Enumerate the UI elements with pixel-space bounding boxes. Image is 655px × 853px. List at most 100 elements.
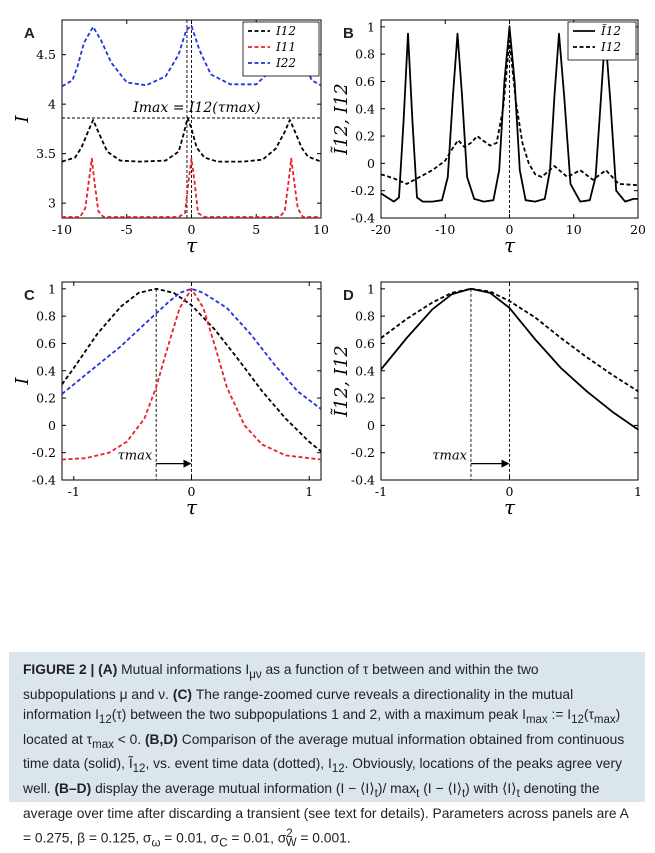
y-tick-label: -0.4: [32, 473, 56, 488]
y-tick-label: 0.8: [355, 47, 375, 62]
caption-text: (I − ⟨I⟩: [419, 781, 462, 796]
series-group: [381, 25, 638, 203]
caption-text: = 0.01, σ: [160, 830, 220, 846]
caption-sub: t: [374, 787, 378, 800]
x-axis-label: τ: [504, 495, 516, 519]
caption-text: The range-zoomed curve reveals a directi…: [23, 686, 574, 722]
y-tick-label: 4: [48, 97, 56, 112]
series-line: [381, 287, 638, 392]
series-group: [381, 287, 638, 431]
caption-ref-c: (C): [172, 686, 193, 702]
x-tick-label: -10: [52, 222, 72, 237]
x-tick-label: -10: [435, 222, 455, 237]
series-line: [62, 157, 321, 218]
caption-text: ) located at τ: [23, 706, 621, 747]
imax-annotation: Imax = I12(τmax): [132, 100, 260, 116]
y-tick-label: 0.8: [36, 309, 56, 324]
caption-text: (τ) between the two subpopulations 1 and…: [111, 706, 526, 722]
legend-label: I12: [275, 24, 296, 38]
caption-sub: 12: [571, 713, 584, 726]
caption-sub: μν: [249, 668, 262, 681]
caption-text: Mutual informations I: [117, 662, 250, 677]
x-tick-label: 10: [313, 222, 329, 237]
series-line: [381, 287, 638, 431]
caption-text: display the average mutual information (…: [91, 781, 375, 796]
y-tick-label: 0.6: [355, 74, 375, 89]
legend-label: I11: [275, 40, 296, 54]
caption-sub: t: [416, 787, 420, 800]
y-tick-label: -0.2: [32, 445, 56, 460]
series-line: [381, 25, 638, 203]
y-tick-label: 3.5: [36, 146, 56, 161]
caption-sub: t: [516, 787, 520, 800]
y-tick-label: 1: [367, 281, 375, 296]
y-tick-label: 0.6: [355, 336, 375, 351]
x-tick-label: 1: [634, 484, 642, 499]
arrow-head-icon: [501, 459, 510, 468]
legend-label: Ĩ12: [600, 23, 621, 38]
panel-a: A -10 -5 0 5 10 3 3.5 4 4.5 τ I Imax = I12(τmax) I12 I…: [12, 19, 329, 257]
figure-caption-box: FIGURE 2 | (A) Mutual informations Iμν a…: [9, 652, 645, 849]
y-tick-label: -0.4: [351, 473, 375, 488]
y-tick-label: 0.2: [355, 391, 375, 406]
caption-sub: W: [285, 837, 297, 850]
series-line: [381, 39, 638, 187]
y-tick-label: -0.2: [351, 183, 375, 198]
y-tick-label: 0.2: [355, 129, 375, 144]
x-axis-label: τ: [504, 233, 516, 257]
x-axis-label: τ: [186, 495, 198, 519]
y-tick-label: 0: [367, 418, 375, 433]
x-axis-label: τ: [186, 233, 198, 257]
x-tick-label: 1: [305, 484, 313, 499]
panel-label: D: [343, 287, 354, 304]
caption-ref-b-d: (B–D): [54, 781, 92, 796]
caption-ref-a: (A): [98, 662, 118, 677]
tau-max-label: τmax: [432, 449, 467, 464]
y-tick-label: 1: [48, 281, 56, 296]
x-tick-label: 20: [630, 222, 646, 237]
x-tick-label: 5: [252, 222, 260, 237]
caption-figure-label: FIGURE 2 |: [23, 662, 95, 677]
y-tick-label: 0.2: [36, 391, 56, 406]
panel-d: D -1 0 1 -0.4 -0.2 0 0.2 0.4 0.6 0.8 1 τ Ĩ12, I12 τmax: [330, 281, 642, 519]
caption-sub: 12: [331, 763, 345, 775]
panel-label: C: [24, 287, 35, 304]
caption-text: := I: [547, 706, 572, 722]
caption-text: Comparison of the average mutual informa…: [23, 731, 625, 772]
caption-sub: max: [593, 713, 616, 726]
y-tick-label: 1: [367, 19, 375, 34]
y-tick-label: -0.2: [351, 445, 375, 460]
figure-caption: FIGURE 2 | (A) Mutual informations Iμν a…: [23, 660, 635, 853]
series-line: [62, 287, 321, 461]
y-axis-label: I: [12, 115, 33, 124]
series-line: [62, 117, 321, 163]
caption-sub: C: [219, 837, 228, 850]
x-tick-label: 0: [506, 484, 514, 499]
y-tick-label: 0.4: [355, 101, 375, 116]
caption-text: . Obviously, locations of the peaks agre…: [23, 756, 622, 796]
caption-ref-bd: (B,D): [144, 731, 178, 747]
x-tick-label: -20: [371, 222, 391, 237]
y-tick-label: 0: [367, 156, 375, 171]
legend-label: I12: [600, 40, 621, 54]
caption-sub: max: [525, 713, 548, 726]
y-tick-label: 0: [48, 418, 56, 433]
x-tick-label: 10: [566, 222, 582, 237]
y-tick-label: 0.8: [355, 309, 375, 324]
arrow-head-icon: [183, 459, 192, 468]
y-tick-label: 0.4: [355, 363, 375, 378]
caption-text: < 0.: [113, 731, 145, 747]
caption-sub: t: [461, 787, 466, 800]
caption-sub: max: [92, 738, 114, 751]
y-axis-label: Ĩ12, I12: [330, 83, 352, 155]
caption-text: )/ max: [377, 781, 417, 796]
series-line: [62, 287, 321, 453]
panel-label: A: [24, 25, 35, 42]
panel-label: B: [343, 25, 354, 42]
x-tick-label: -1: [375, 484, 387, 499]
y-tick-label: 3: [48, 196, 56, 211]
x-tick-label: 0: [506, 222, 514, 237]
tau-max-label: τmax: [118, 449, 153, 464]
